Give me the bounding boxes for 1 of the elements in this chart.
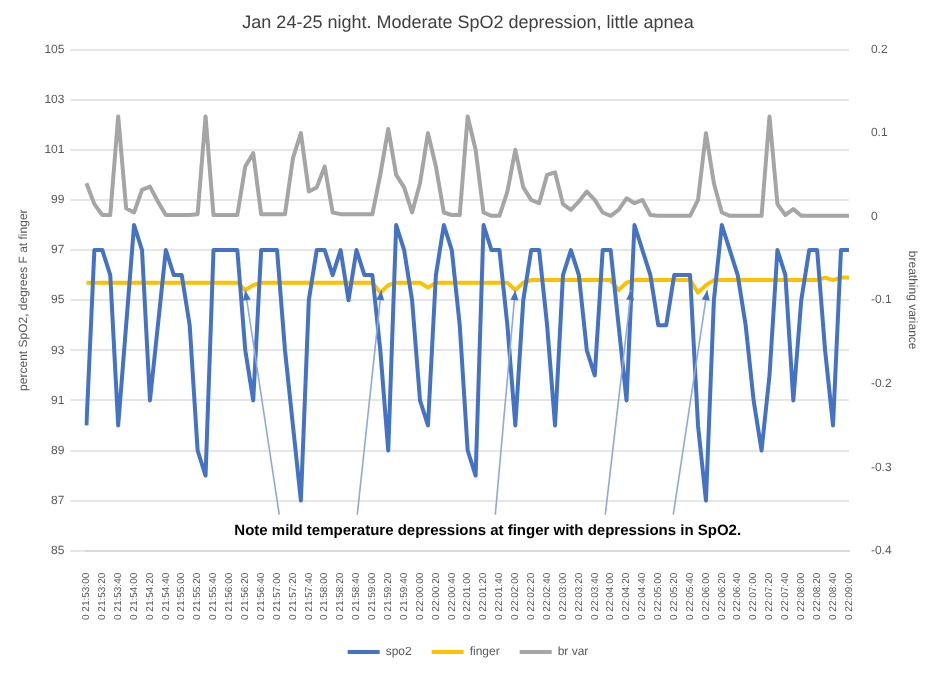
chart-title: Jan 24-25 night. Moderate SpO2 depression, little apnea bbox=[242, 11, 694, 32]
